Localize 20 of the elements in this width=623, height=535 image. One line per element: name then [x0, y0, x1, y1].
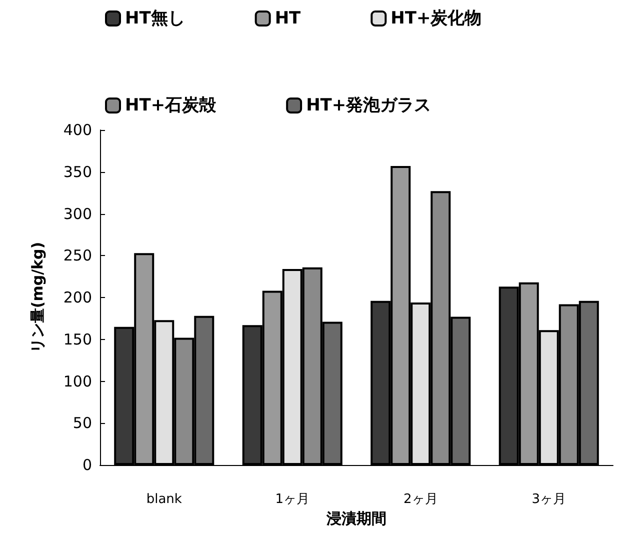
x-tick-label: blank [146, 492, 182, 507]
y-tick-label: 250 [63, 246, 92, 265]
y-tick-label: 0 [82, 456, 92, 474]
legend-label: HT+炭化物 [390, 8, 482, 28]
y-tick-label: 350 [63, 162, 92, 181]
y-tick-label: 300 [63, 204, 92, 223]
x-axis-title: 浸漬期間 [326, 509, 386, 528]
x-tick-label: 3ヶ月 [532, 492, 566, 507]
legend-label: HT+発泡ガラス [306, 96, 432, 116]
y-tick-label: 50 [72, 414, 92, 432]
y-tick-label: 100 [63, 372, 92, 390]
x-tick-label: 2ヶ月 [403, 492, 438, 507]
y-axis-title: リン量(mg/kg) [28, 242, 46, 354]
x-tick-label: 1ヶ月 [275, 492, 310, 507]
y-tick-label: 200 [63, 288, 92, 306]
legend-label: HT [274, 8, 302, 28]
legend-label: HT無し [125, 8, 185, 28]
y-tick-label: 150 [63, 330, 92, 348]
legend-label: HT+石炭殻 [125, 96, 218, 116]
y-tick-label: 400 [63, 121, 92, 139]
